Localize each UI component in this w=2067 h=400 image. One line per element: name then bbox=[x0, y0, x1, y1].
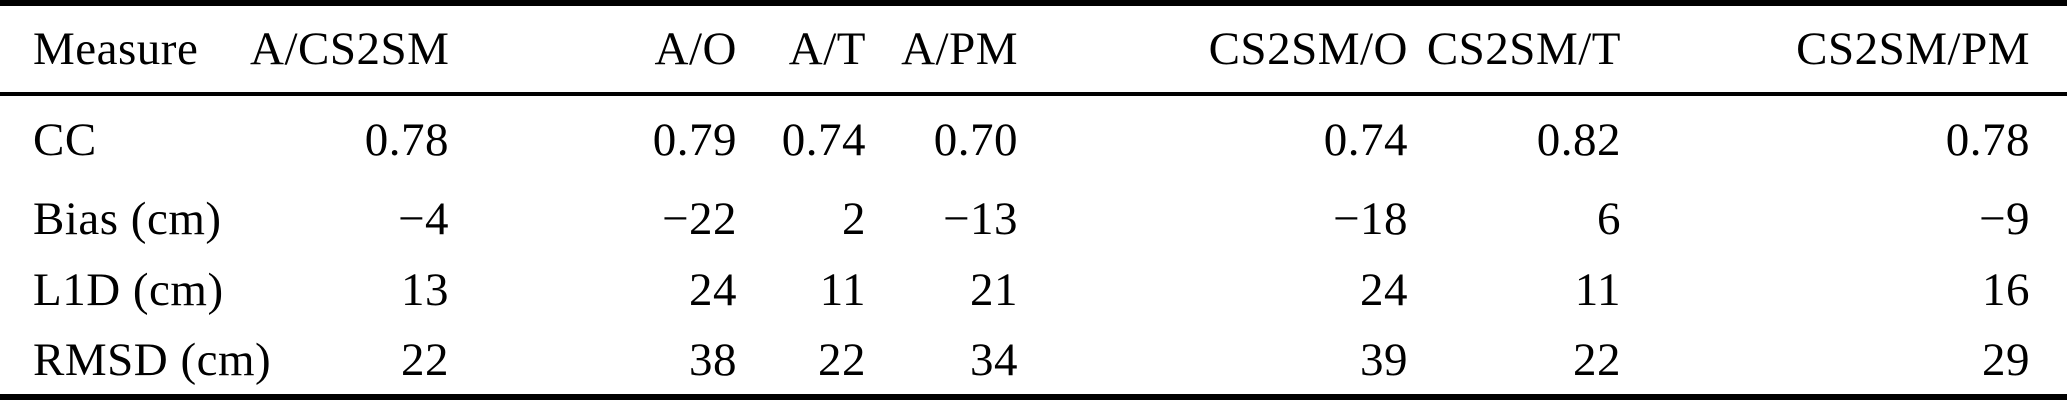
row-label: L1D (cm) bbox=[33, 264, 224, 317]
table-cell: 34 bbox=[970, 333, 1018, 386]
table-row-cc: CC 0.78 0.79 0.74 0.70 0.74 0.82 0.78 bbox=[0, 94, 2067, 184]
table-row-rmsd: RMSD (cm) 22 38 22 34 39 22 29 bbox=[0, 326, 2067, 397]
row-label: Bias (cm) bbox=[33, 193, 222, 246]
table-cell: 11 bbox=[1574, 264, 1621, 317]
table-cell: 0.74 bbox=[781, 113, 866, 166]
table-cell: 0.78 bbox=[1945, 113, 2030, 166]
column-header-cs2sm-t: CS2SM/T bbox=[1426, 23, 1621, 75]
column-header-a-pm: A/PM bbox=[901, 23, 1018, 75]
table-cell: 6 bbox=[1597, 193, 1621, 246]
table-cell: −13 bbox=[942, 193, 1018, 246]
table-cell: −9 bbox=[1978, 193, 2030, 246]
table-cell: 2 bbox=[842, 193, 866, 246]
column-header-a-o: A/O bbox=[654, 23, 737, 75]
table-cell: 22 bbox=[401, 333, 449, 386]
table-cell: 0.70 bbox=[933, 113, 1018, 166]
table-cell: 22 bbox=[1573, 333, 1621, 386]
table-cell: 24 bbox=[689, 264, 737, 317]
table-cell: −22 bbox=[661, 193, 737, 246]
column-header-a-cs2sm: A/CS2SM bbox=[250, 23, 450, 75]
table-cell: 24 bbox=[1360, 264, 1408, 317]
row-label: CC bbox=[33, 113, 97, 166]
row-label: RMSD (cm) bbox=[33, 333, 272, 386]
column-header-a-t: A/T bbox=[788, 23, 866, 75]
table-row-l1d: L1D (cm) 13 24 11 21 24 11 16 bbox=[0, 255, 2067, 326]
table-cell: 0.74 bbox=[1323, 113, 1408, 166]
column-header-cs2sm-pm: CS2SM/PM bbox=[1796, 23, 2030, 75]
table-cell: 16 bbox=[1982, 264, 2030, 317]
table-cell: 0.78 bbox=[364, 113, 449, 166]
table-cell: 39 bbox=[1360, 333, 1408, 386]
table-row-bias: Bias (cm) −4 −22 2 −13 −18 6 −9 bbox=[0, 184, 2067, 255]
table-cell: 13 bbox=[401, 264, 449, 317]
table-cell: 38 bbox=[689, 333, 737, 386]
table-cell: 29 bbox=[1982, 333, 2030, 386]
header-row: Measure A/CS2SM A/O A/T A/PM CS2SM/O CS2… bbox=[0, 3, 2067, 94]
table-cell: −18 bbox=[1332, 193, 1408, 246]
table-cell: −4 bbox=[397, 193, 449, 246]
table-cell: 21 bbox=[970, 264, 1018, 317]
table-cell: 0.82 bbox=[1536, 113, 1621, 166]
table-body: CC 0.78 0.79 0.74 0.70 0.74 0.82 0.78 Bi… bbox=[0, 94, 2067, 397]
column-header-cs2sm-o: CS2SM/O bbox=[1208, 23, 1408, 75]
table-cell: 22 bbox=[818, 333, 866, 386]
table-cell: 0.79 bbox=[652, 113, 737, 166]
column-header-measure: Measure bbox=[33, 23, 199, 75]
table-header: Measure A/CS2SM A/O A/T A/PM CS2SM/O CS2… bbox=[0, 3, 2067, 94]
table-cell: 11 bbox=[819, 264, 866, 317]
